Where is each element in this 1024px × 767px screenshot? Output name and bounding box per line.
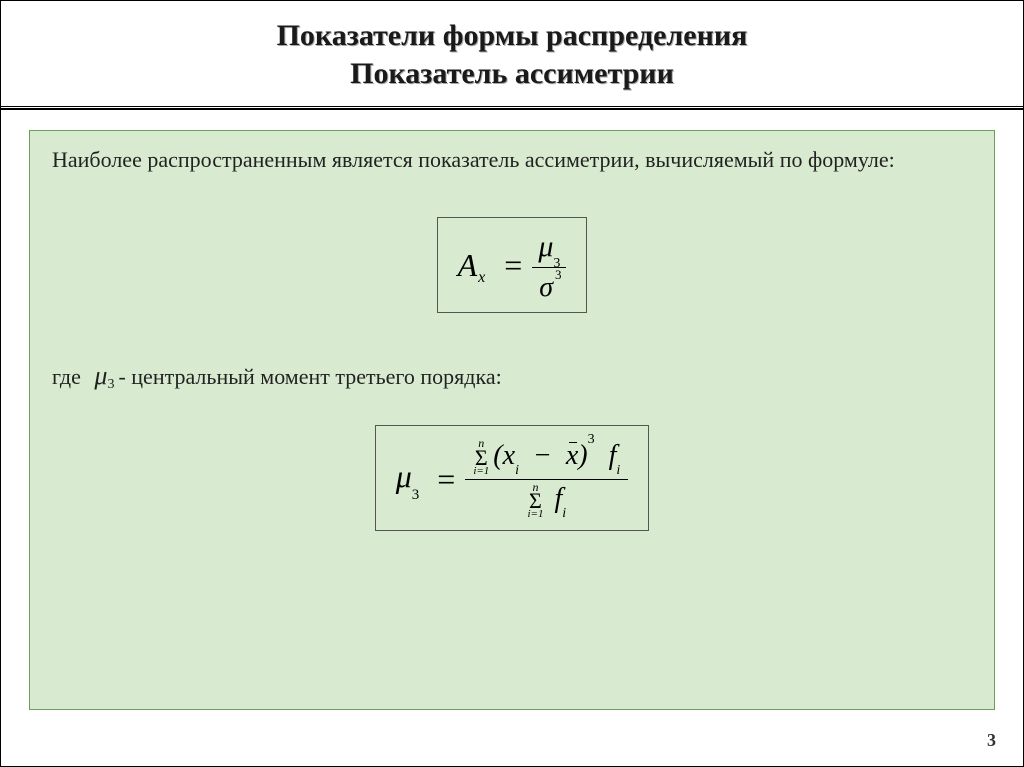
formula2-num-sum: n Σ i=1	[473, 438, 489, 476]
paren-close: )	[578, 440, 587, 471]
intro-text: Наиболее распространенным является показ…	[52, 145, 972, 175]
formula1-lhs: Ax	[458, 247, 485, 284]
paren-open: (	[493, 440, 502, 471]
page-number: 3	[987, 730, 996, 751]
formula1-den-sym: σ	[539, 272, 553, 303]
minus: −	[533, 440, 552, 471]
xbar: x	[566, 440, 578, 472]
where-mu-sub: 3	[107, 377, 114, 392]
formula2-denominator: n Σ i=1 fi	[519, 480, 574, 522]
x-var: x	[503, 440, 515, 471]
formula2: μ3 = n Σ i=1 (xi − x)3	[396, 436, 629, 522]
den-f-sub: i	[562, 506, 566, 521]
divider	[1, 106, 1023, 110]
formula1-frame: Ax = μ3 σ3	[437, 217, 588, 314]
formula2-frame: μ3 = n Σ i=1 (xi − x)3	[375, 425, 650, 531]
where-prefix: где	[52, 364, 81, 390]
formula1-lhs-sub: x	[478, 269, 485, 286]
title-line-2: Показатель ассиметрии	[21, 55, 1003, 93]
formula2-eq: =	[437, 461, 455, 498]
where-mu: μ	[94, 361, 107, 390]
formula1: Ax = μ3 σ3	[458, 228, 567, 305]
formula1-den-sup: 3	[555, 267, 562, 282]
formula1-row: Ax = μ3 σ3	[52, 217, 972, 314]
where-text: - центральный момент третьего порядка:	[118, 364, 501, 390]
formula2-lhs: μ3	[396, 458, 420, 499]
formula1-frac: μ3 σ3	[532, 228, 566, 305]
formula1-eq: =	[504, 247, 522, 284]
formula1-num: μ3	[532, 228, 566, 268]
where-symbol: μ3	[94, 361, 114, 391]
power: 3	[588, 432, 595, 447]
formula2-frac: n Σ i=1 (xi − x)3 fi	[465, 436, 628, 522]
slide: Показатели формы распределения Показател…	[0, 0, 1024, 767]
formula2-lhs-sub: 3	[412, 487, 420, 503]
f-sub: i	[616, 463, 620, 478]
formula2-lhs-sym: μ	[396, 458, 412, 494]
formula1-num-sym: μ	[538, 230, 553, 263]
x-sub: i	[515, 463, 519, 478]
formula2-numerator: n Σ i=1 (xi − x)3 fi	[465, 436, 628, 478]
formula1-lhs-var: A	[458, 247, 478, 283]
content-box: Наиболее распространенным является показ…	[29, 130, 995, 710]
formula2-den-sum-bot: i=1	[527, 510, 543, 520]
title-line-1: Показатели формы распределения	[21, 17, 1003, 55]
formula2-row: μ3 = n Σ i=1 (xi − x)3	[52, 425, 972, 531]
formula2-num-term: (xi − x)3 fi	[493, 440, 620, 476]
formula1-den: σ3	[533, 268, 565, 304]
title-block: Показатели формы распределения Показател…	[1, 1, 1023, 102]
formula2-den-term: fi	[547, 483, 566, 519]
formula2-sum-bot: i=1	[473, 467, 489, 477]
formula2-den-sum: n Σ i=1	[527, 482, 543, 520]
where-row: где μ3 - центральный момент третьего пор…	[52, 361, 972, 391]
xbar-var: x	[566, 440, 578, 471]
